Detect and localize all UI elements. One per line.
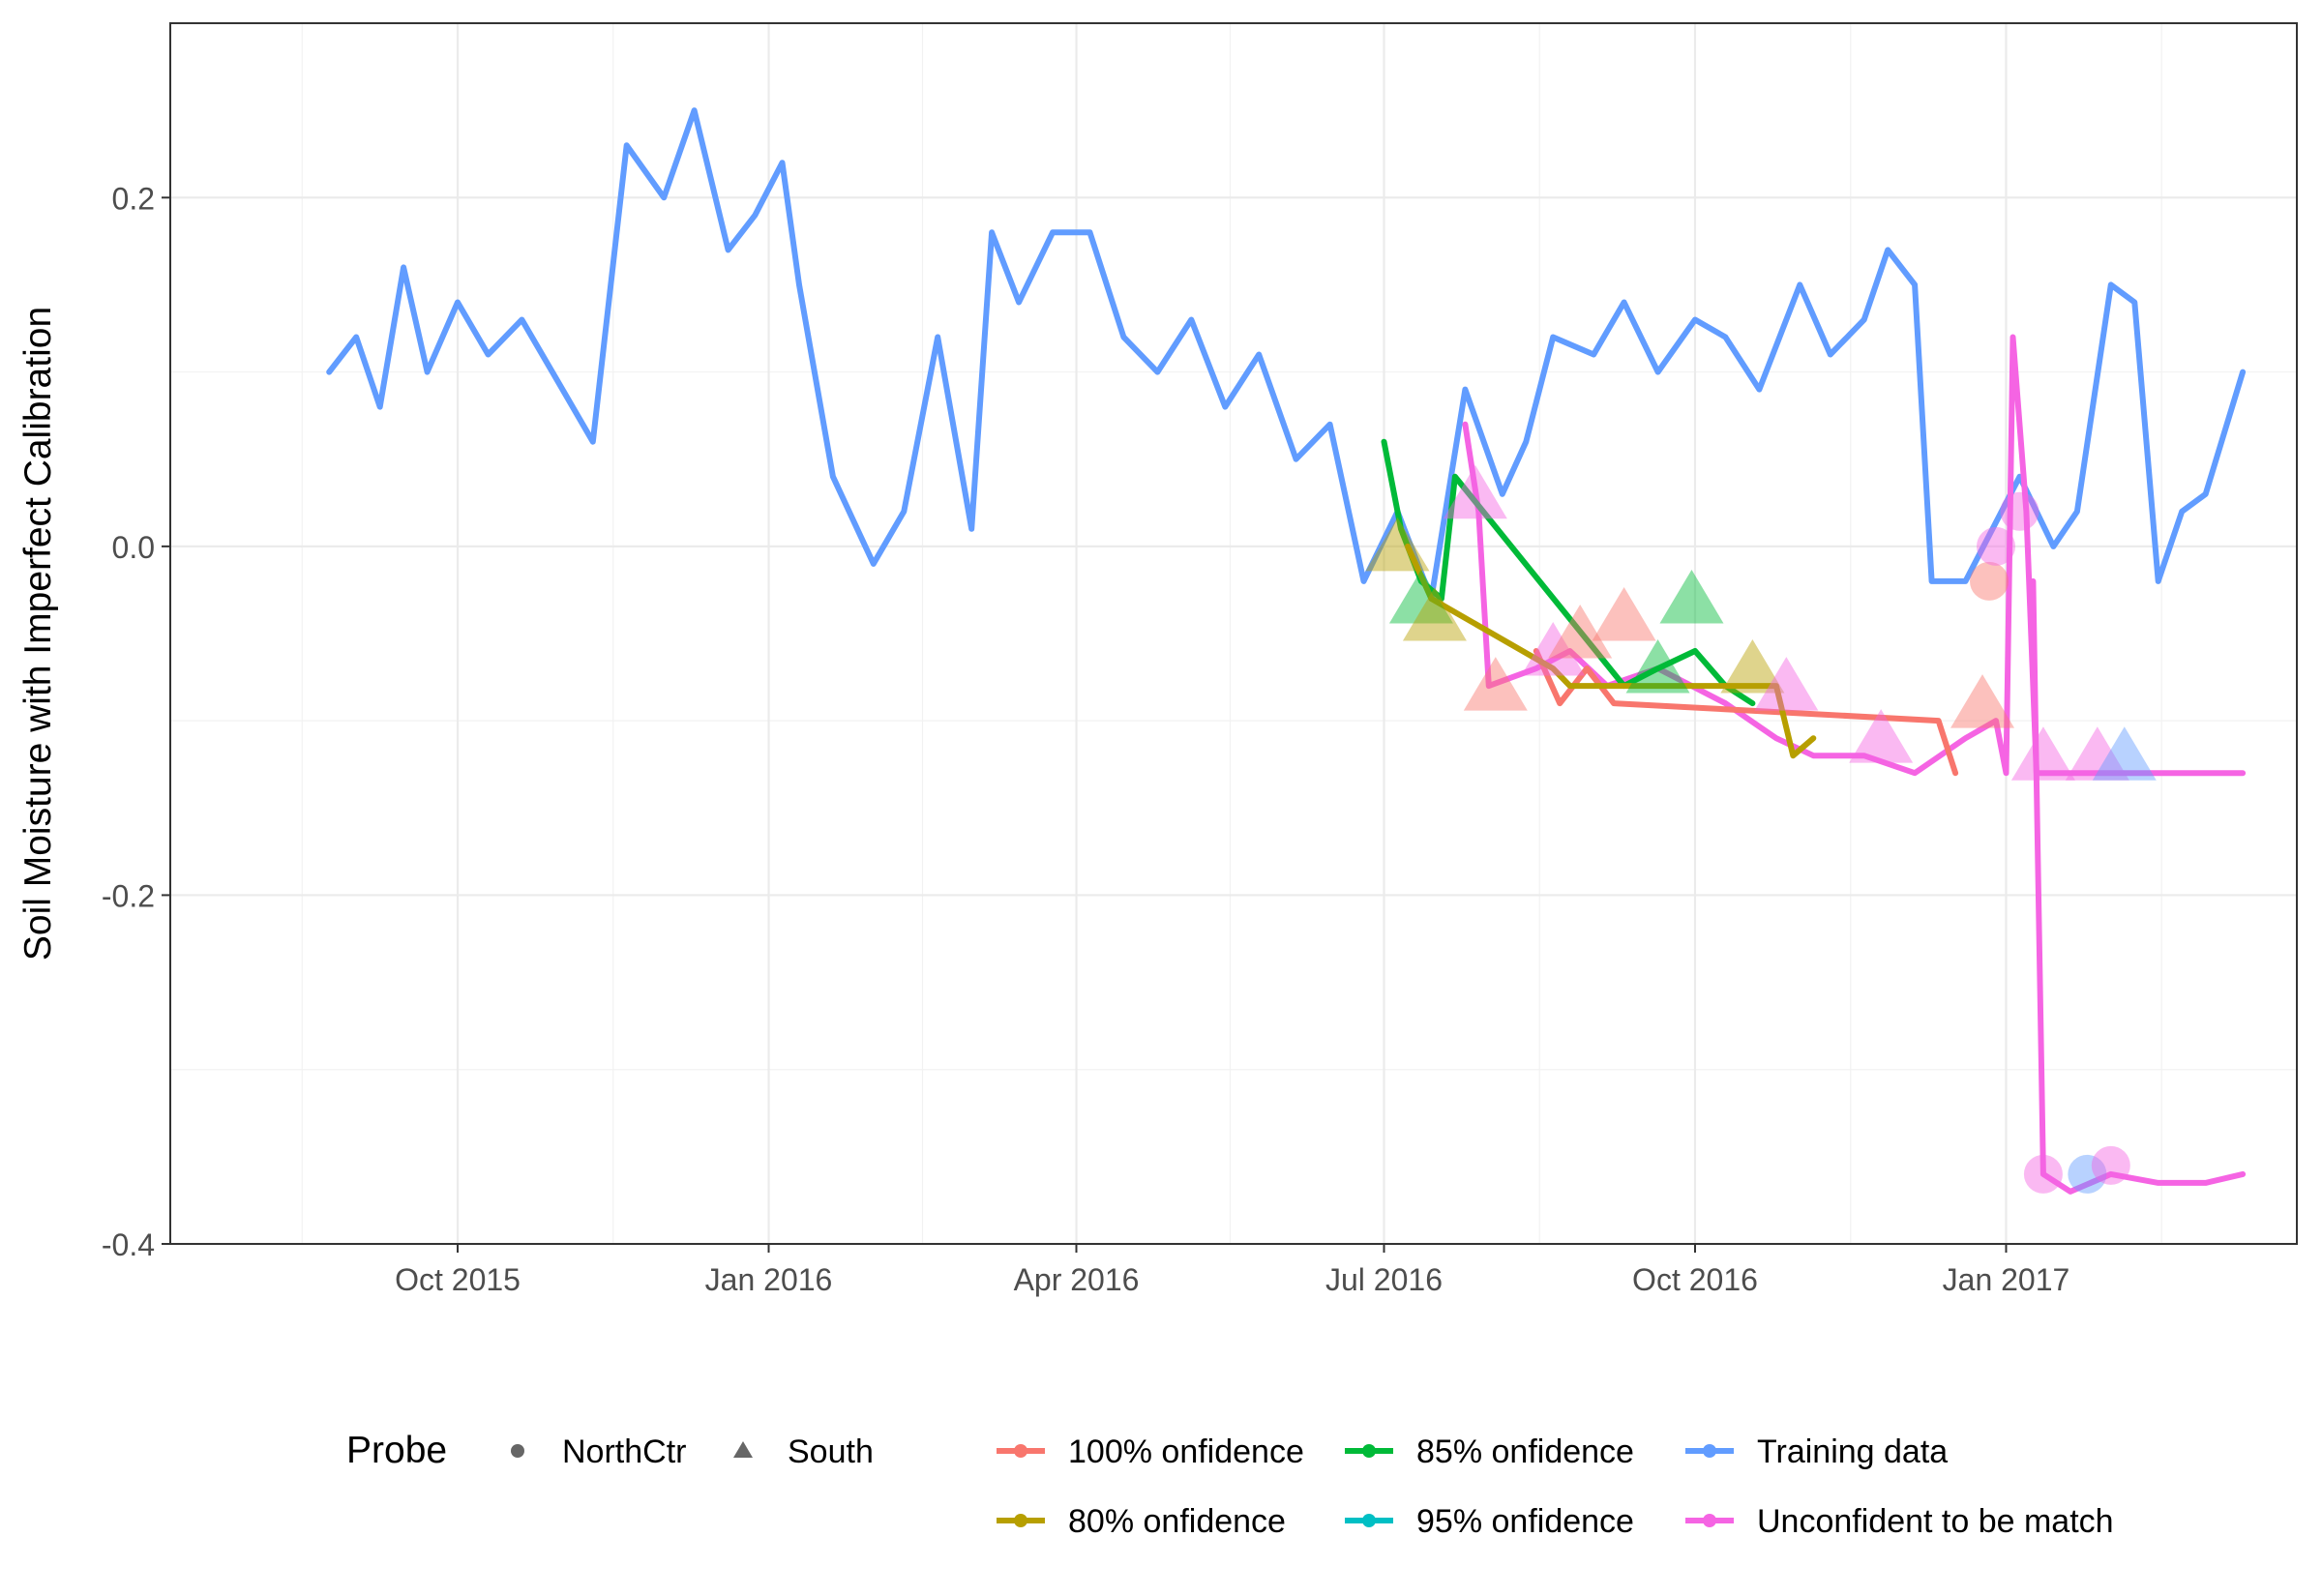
point-marker-triangle <box>1720 639 1785 694</box>
point-marker-triangle <box>1659 569 1724 624</box>
x-tick-label: Jan 2016 <box>705 1262 833 1297</box>
x-tick-label: Jan 2017 <box>1943 1262 2070 1297</box>
y-axis: 0.2 0.0 -0.2 -0.4 <box>102 181 170 1262</box>
point-marker-triangle <box>1754 657 1819 711</box>
point-marker-triangle <box>2092 726 2157 781</box>
x-tick-label: Oct 2015 <box>395 1262 521 1297</box>
point-marker-triangle <box>1365 517 1430 572</box>
series-line-80-onfidence <box>1405 543 1817 759</box>
minor-gridlines <box>170 23 2297 1244</box>
point-marker-circle <box>1976 526 2015 566</box>
point-marker-triangle <box>1548 605 1613 659</box>
point-marker-triangle <box>1950 674 2015 728</box>
y-tick-label: 0.0 <box>112 530 155 565</box>
legend-key-triangle <box>733 1441 753 1458</box>
point-marker-triangle <box>1443 464 1507 519</box>
point-marker-circle <box>2068 1154 2107 1194</box>
point-marker-triangle <box>1625 639 1690 694</box>
shape-legend-title: Probe <box>346 1430 447 1471</box>
x-tick-label: Apr 2016 <box>1014 1262 1140 1297</box>
point-marker-triangle <box>1592 586 1656 641</box>
legend: Probe NorthCtr South 100% onfidence 80% on… <box>346 1430 2114 1540</box>
point-marker-triangle <box>2065 726 2129 781</box>
point-marker-triangle <box>1521 622 1586 676</box>
legend-label: Unconfident to be match <box>1757 1503 2114 1540</box>
legend-key-dot <box>1362 1514 1376 1527</box>
legend-label: 85% onfidence <box>1416 1433 1634 1470</box>
legend-label: South <box>788 1433 874 1470</box>
x-tick-label: Oct 2016 <box>1632 1262 1758 1297</box>
x-tick-label: Jul 2016 <box>1325 1262 1443 1297</box>
point-marker-circle <box>2091 1145 2130 1185</box>
legend-key-dot <box>1362 1444 1376 1458</box>
legend-key-circle <box>511 1444 524 1458</box>
shape-legend: Probe NorthCtr South <box>346 1430 874 1471</box>
point-markers <box>1365 464 2157 1194</box>
point-marker-circle <box>2023 1154 2063 1194</box>
point-marker-circle <box>1970 561 2009 601</box>
legend-label: NorthCtr <box>562 1433 686 1470</box>
y-tick-label: -0.2 <box>102 878 155 913</box>
x-axis: Oct 2015 Jan 2016 Apr 2016 Jul 2016 Oct 2016… <box>395 1244 2069 1297</box>
plot-panel-border <box>169 22 2298 1245</box>
legend-key-dot <box>1014 1514 1027 1527</box>
legend-label: 95% onfidence <box>1416 1503 1634 1540</box>
y-axis-title: Soil Moisture with Imperfect Calibration <box>17 307 59 961</box>
series-line-unconfident-to-be-match <box>2030 577 2247 1195</box>
point-marker-triangle <box>2010 726 2075 781</box>
series-lines <box>326 107 2247 1195</box>
point-marker-triangle <box>1388 569 1453 624</box>
point-marker-triangle <box>1849 709 1914 763</box>
point-marker-triangle <box>1463 657 1528 711</box>
point-marker-circle <box>2000 491 2039 531</box>
legend-key-dot <box>1703 1444 1716 1458</box>
series-line-training-data <box>326 107 2247 602</box>
series-line-unconfident-to-be-match <box>1462 334 2247 777</box>
color-legend: 100% onfidence 80% onfidence 85% onfidence… <box>997 1433 2114 1540</box>
point-marker-triangle <box>1402 586 1467 641</box>
legend-label: Training data <box>1757 1433 1948 1470</box>
legend-label: 80% onfidence <box>1068 1503 1286 1540</box>
y-tick-label: 0.2 <box>112 181 155 216</box>
y-tick-label: -0.4 <box>102 1227 155 1262</box>
legend-key-dot <box>1014 1444 1027 1458</box>
legend-key-dot <box>1703 1514 1716 1527</box>
legend-label: 100% onfidence <box>1068 1433 1304 1470</box>
